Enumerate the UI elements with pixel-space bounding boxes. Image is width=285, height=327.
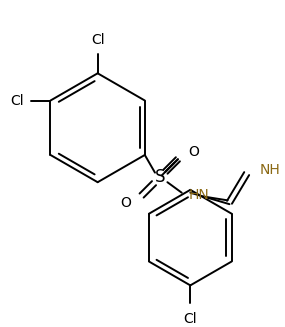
Text: Cl: Cl bbox=[10, 94, 24, 108]
Text: S: S bbox=[154, 168, 165, 186]
Text: Cl: Cl bbox=[91, 33, 105, 46]
Text: HN: HN bbox=[188, 188, 209, 202]
Text: Cl: Cl bbox=[184, 312, 197, 326]
Text: NH: NH bbox=[260, 163, 281, 177]
Text: O: O bbox=[120, 196, 131, 210]
Text: O: O bbox=[188, 145, 199, 159]
